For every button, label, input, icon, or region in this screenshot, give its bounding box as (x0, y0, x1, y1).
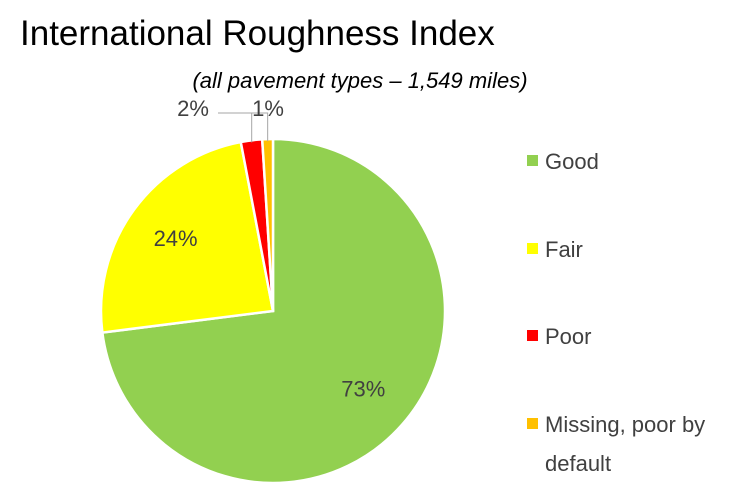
legend-swatch (527, 155, 538, 166)
legend-label: Fair (545, 237, 583, 262)
legend-label: Poor (545, 324, 592, 349)
legend-swatch (527, 243, 538, 254)
data-label: 24% (154, 226, 198, 251)
legend-label: Missing, poor by default (545, 412, 706, 476)
pie-slice (99, 140, 275, 334)
data-label: 1% (252, 96, 284, 121)
leader-line (218, 112, 253, 143)
data-label: 73% (341, 376, 385, 401)
chart-subtitle: (all pavement types – 1,549 miles) (192, 68, 527, 93)
chart-title: International Roughness Index (20, 14, 495, 53)
legend-swatch (527, 330, 538, 341)
legend-label: Good (545, 149, 599, 174)
legend-swatch (527, 418, 538, 429)
data-label: 2% (177, 96, 209, 121)
leader-line (248, 112, 269, 142)
